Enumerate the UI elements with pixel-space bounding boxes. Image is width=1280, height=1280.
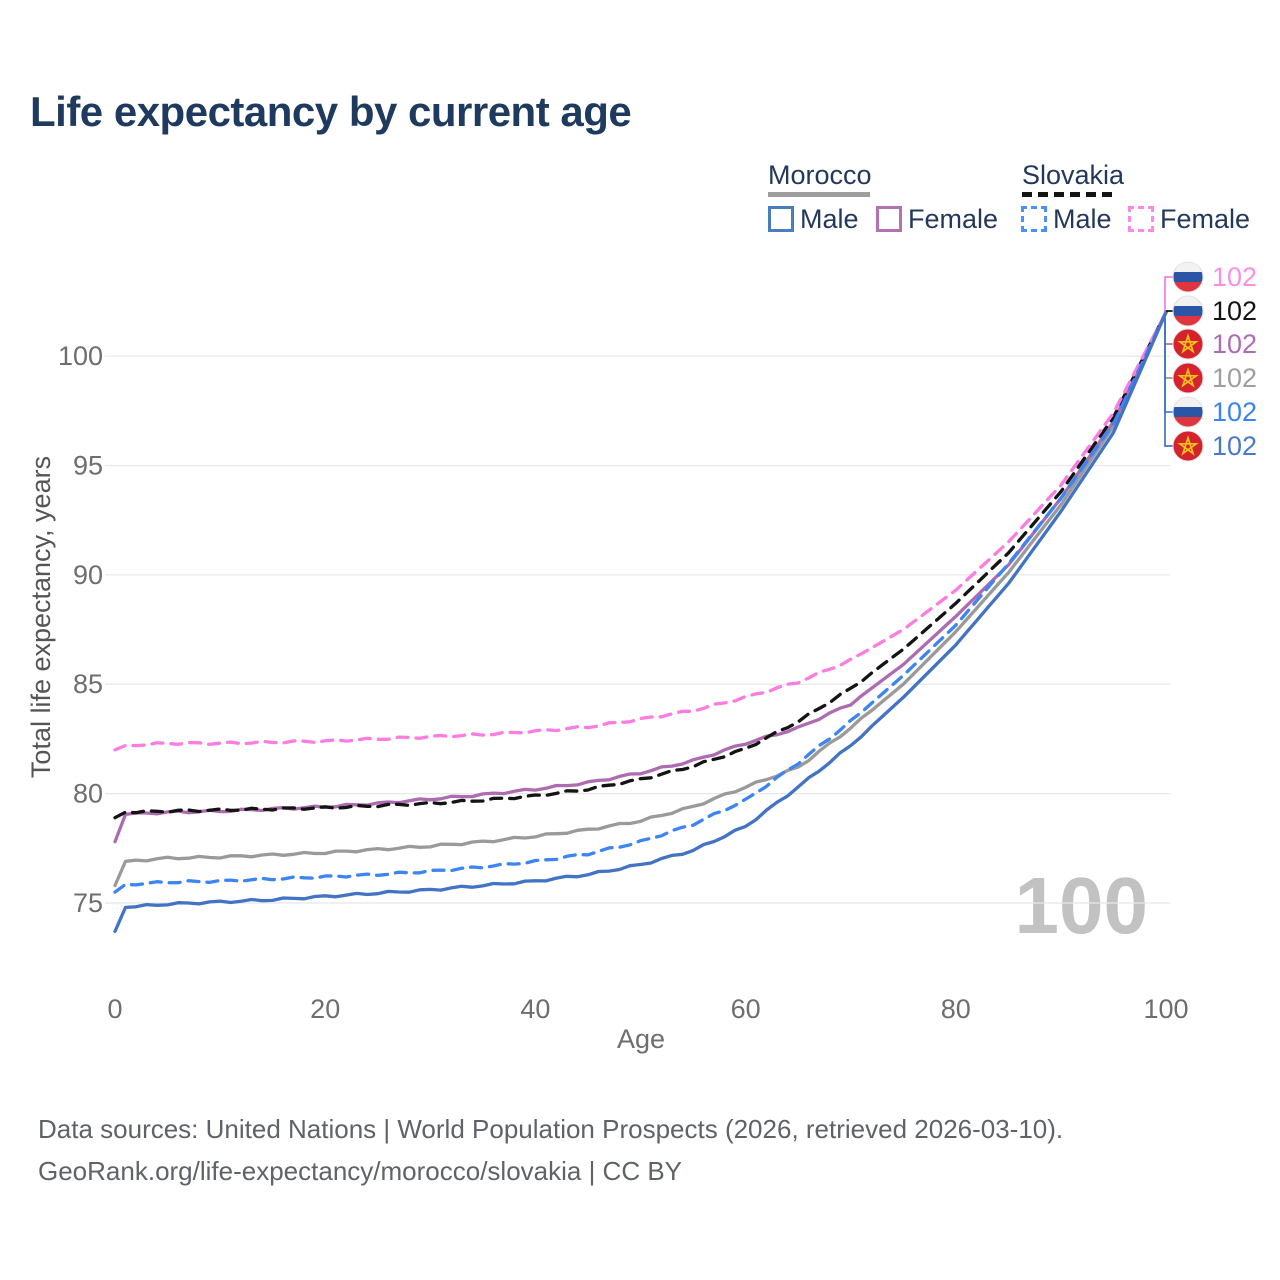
- legend-label-slovakia-male[interactable]: Male: [1053, 204, 1112, 234]
- legend-group-morocco[interactable]: Morocco: [768, 160, 872, 190]
- legend-label-morocco-male[interactable]: Male: [800, 204, 859, 234]
- x-tick-label: 80: [941, 994, 971, 1024]
- legend-label-slovakia-female[interactable]: Female: [1160, 204, 1251, 234]
- slovakia-line-style-swatch: [1022, 192, 1118, 197]
- series-line-morocco-female: [113, 310, 1168, 844]
- end-label-leader: [1164, 311, 1173, 413]
- slovakia-flag-icon: [1172, 295, 1204, 327]
- page-title: Life expectancy by current age: [30, 88, 632, 135]
- end-label-leader: [1164, 311, 1173, 447]
- legend-group-slovakia[interactable]: Slovakia: [1022, 160, 1125, 190]
- series-line-morocco-male: [113, 310, 1168, 934]
- end-value-label-slovakia-female: 102: [1212, 262, 1257, 292]
- y-tick-label: 80: [73, 779, 103, 809]
- morocco-line-style-swatch: [768, 192, 870, 197]
- end-value-label-morocco-female: 102: [1212, 329, 1257, 359]
- x-tick-label: 40: [520, 994, 550, 1024]
- legend-swatch-morocco-male[interactable]: [768, 206, 794, 232]
- y-tick-label: 100: [58, 341, 103, 371]
- y-tick-label: 85: [73, 669, 103, 699]
- x-axis-title: Age: [617, 1024, 665, 1054]
- x-tick-label: 60: [731, 994, 761, 1024]
- slovakia-flag-icon: [1172, 261, 1204, 293]
- end-value-label-slovakia-male: 102: [1212, 397, 1257, 427]
- morocco-flag-icon: [1172, 362, 1204, 394]
- x-tick-label: 0: [107, 994, 122, 1024]
- end-label-leader: [1164, 311, 1173, 345]
- footer-data-sources: Data sources: United Nations | World Pop…: [38, 1114, 1064, 1144]
- legend-swatch-slovakia-male[interactable]: [1021, 206, 1047, 232]
- footer: Data sources: United Nations | World Pop…: [38, 1108, 1063, 1192]
- end-value-label-morocco-male: 102: [1212, 431, 1257, 461]
- series-line-slovakia-female: [113, 310, 1168, 752]
- y-tick-label: 90: [73, 560, 103, 590]
- y-axis-title: Total life expectancy, years: [26, 456, 56, 778]
- morocco-flag-icon: [1172, 328, 1204, 360]
- legend-swatch-morocco-female[interactable]: [876, 206, 902, 232]
- y-tick-label: 95: [73, 450, 103, 480]
- end-label-leader: [1164, 311, 1173, 379]
- series-line-slovakia-male: [113, 310, 1168, 894]
- footer-url[interactable]: GeoRank.org/life-expectancy/morocco/slov…: [38, 1156, 683, 1186]
- end-value-label-slovakia-both-sexes: 102: [1212, 296, 1257, 326]
- x-tick-label: 20: [310, 994, 340, 1024]
- morocco-flag-icon: [1172, 430, 1204, 462]
- series-line-slovakia-both-sexes: [113, 310, 1168, 820]
- slovakia-flag-icon: [1172, 396, 1204, 428]
- series-line-morocco-both-sexes: [113, 310, 1168, 888]
- end-value-label-morocco-both-sexes: 102: [1212, 363, 1257, 393]
- legend-swatch-slovakia-female[interactable]: [1128, 206, 1154, 232]
- end-label-leader: [1164, 276, 1173, 314]
- y-tick-label: 75: [73, 888, 103, 918]
- age-watermark: 100: [1015, 861, 1148, 950]
- legend-label-morocco-female[interactable]: Female: [908, 204, 999, 234]
- x-tick-label: 100: [1143, 994, 1188, 1024]
